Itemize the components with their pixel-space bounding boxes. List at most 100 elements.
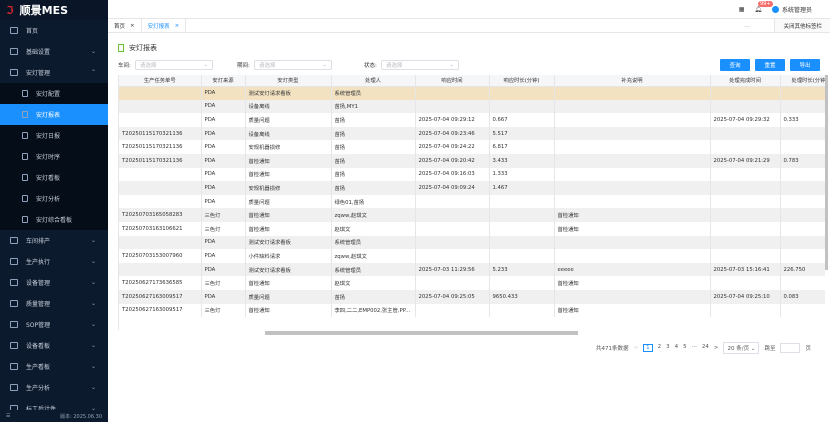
document-icon: [22, 195, 28, 202]
table-row[interactable]: PDA 设备离线 苗扬,MY1: [119, 99, 825, 114]
table-row[interactable]: T20250703153007960 PDA 小件缺料请求 zqww,赵琪文: [119, 249, 825, 263]
period-select[interactable]: 请选择 ⌄: [253, 60, 332, 70]
table-row[interactable]: T20250115170321136 PDA 设备离线 苗扬 2025-07-04 09…: [119, 126, 825, 141]
table-row[interactable]: T20250115170321136 PDA 首检通知 苗扬 2025-07-04 09…: [119, 153, 825, 168]
table-row[interactable]: PDA 测试安灯请求看板 系统管理员: [119, 86, 825, 100]
table-cell: 测试安灯请求看板: [245, 235, 332, 250]
table-cell: 苗扬: [331, 289, 416, 304]
table-cell: [119, 235, 202, 250]
sidebar-item[interactable]: 设备看板 ⌄: [0, 335, 108, 356]
close-icon[interactable]: ×: [130, 22, 135, 29]
sidebar-item[interactable]: 安灯日报: [0, 125, 108, 146]
sidebar-item[interactable]: 首页: [0, 20, 108, 41]
page-size-select[interactable]: 20 条/页 ⌄: [723, 342, 760, 354]
sidebar-item[interactable]: 车间排产 ⌄: [0, 230, 108, 251]
table-row[interactable]: T20250703163106621 三色灯 首检通知 赵琪文 首检通知: [119, 221, 825, 236]
column-header[interactable]: 生产任务单号: [119, 75, 202, 87]
table-row[interactable]: T20250703165058283 三色灯 首检通知 zqww,赵琪文 首检通知: [119, 208, 825, 222]
sidebar-item[interactable]: 安灯综合看板: [0, 209, 108, 230]
chevron-icon: ⌄: [90, 258, 96, 265]
sidebar-item[interactable]: 基础设置 ⌄: [0, 41, 108, 62]
close-others-button[interactable]: 关闭其他标签栏: [774, 19, 830, 32]
table-cell: 绿色01,苗扬: [331, 194, 416, 209]
tabs-more[interactable]: ...: [744, 22, 750, 29]
sidebar-item[interactable]: 生产执行 ⌄: [0, 251, 108, 272]
sidebar-item-label: 设备看板: [26, 343, 51, 350]
table-row[interactable]: T20250115170321136 PDA 安规机器损修 苗扬 2025-07-04 …: [119, 140, 825, 154]
query-button[interactable]: 查询: [720, 59, 750, 71]
menu-icon: [10, 363, 18, 370]
sidebar-item[interactable]: 生产看板 ⌄: [0, 356, 108, 377]
page-button[interactable]: 5: [683, 344, 687, 350]
user-menu[interactable]: 系统管理员: [771, 5, 812, 14]
table-row[interactable]: T20250627163009517 PDA 质量问题 苗扬 2025-07-04 09…: [119, 289, 825, 304]
page-button[interactable]: 3: [666, 344, 670, 350]
workshop-select[interactable]: 请选择 ⌄: [134, 60, 213, 70]
sidebar-item-label: 安灯看板: [36, 175, 61, 182]
sidebar-item[interactable]: 安灯分析: [0, 188, 108, 209]
table-row[interactable]: T20250627163009517 三色灯 首检通知 李四,二二,EMP002,张主…: [119, 303, 825, 318]
column-header[interactable]: 安灯来源: [201, 75, 246, 87]
prev-page-button[interactable]: <: [633, 345, 639, 351]
bell-icon[interactable]: 🔔︎: [754, 5, 762, 13]
tab-andon-report[interactable]: 安灯报表 ×: [142, 18, 187, 33]
menu-icon: [10, 279, 18, 286]
sidebar-item[interactable]: 安灯看板: [0, 167, 108, 188]
table-row[interactable]: PDA 测试安灯请求看板 系统管理员 2025-07-03 11:29:56 5.233…: [119, 262, 825, 277]
table-cell: 首检通知: [245, 276, 332, 290]
table-row[interactable]: PDA 测试安灯请求看板 系统管理员: [119, 235, 825, 250]
column-header[interactable]: 安灯类型: [245, 75, 332, 87]
table-cell: 三色灯: [201, 303, 246, 318]
tab-home[interactable]: 首页 ×: [108, 18, 142, 33]
table-row[interactable]: PDA 质量问题 苗扬 2025-07-04 09:29:12 0.667 2025-07…: [119, 113, 825, 127]
table-row[interactable]: T20250627173636585 三色灯 首检通知 赵琪文 首检通知: [119, 276, 825, 290]
page-button[interactable]: 4: [674, 344, 679, 350]
sidebar-item-label: 设备管理: [26, 280, 51, 287]
sidebar-item[interactable]: 生产分析 ⌄: [0, 377, 108, 398]
table-cell: [489, 99, 555, 114]
sidebar-item[interactable]: 质量管理 ⌄: [0, 293, 108, 314]
sidebar-item[interactable]: 安灯管理 ⌃: [0, 62, 108, 83]
table-cell: [710, 167, 781, 182]
page-button[interactable]: ···: [691, 344, 697, 350]
table-cell: T20250627163009517: [119, 303, 202, 318]
close-icon[interactable]: ×: [174, 22, 180, 29]
table-cell: [710, 221, 781, 236]
page-button[interactable]: 2: [657, 344, 662, 350]
column-header[interactable]: 补充说明: [554, 75, 711, 87]
column-header[interactable]: 响应时长(分钟): [489, 75, 555, 87]
sidebar-item[interactable]: 安灯配置: [0, 83, 108, 104]
status-select[interactable]: 请选择 ⌄: [380, 60, 459, 70]
table-cell: zqww,赵琪文: [331, 249, 416, 263]
vertical-scrollbar[interactable]: [825, 75, 828, 270]
table-cell: 苗扬: [331, 181, 416, 195]
table-cell: PDA: [201, 99, 246, 114]
table-row[interactable]: PDA 质量问题 绿色01,苗扬: [119, 194, 825, 209]
column-header[interactable]: 响应时间: [415, 75, 490, 87]
table-cell: 9650.433: [489, 289, 555, 304]
table-row[interactable]: PDA 首检通知 苗扬 2025-07-04 09:16:03 1.333: [119, 167, 825, 182]
sidebar-item[interactable]: SOP管理 ⌄: [0, 314, 108, 335]
page-button[interactable]: 24: [701, 344, 709, 350]
collapse-icon[interactable]: ☰: [6, 413, 11, 419]
page-button[interactable]: 1: [643, 344, 653, 352]
column-header[interactable]: 处理完成时间: [710, 75, 781, 87]
horizontal-scrollbar[interactable]: [265, 331, 578, 335]
table-cell: [415, 208, 490, 222]
table-cell: [780, 181, 825, 195]
goto-page-input[interactable]: [780, 343, 801, 353]
next-page-button[interactable]: >: [713, 345, 719, 351]
export-button[interactable]: 导出: [790, 59, 820, 71]
fullscreen-icon[interactable]: ▦: [738, 5, 745, 13]
table-cell: 5.517: [489, 126, 555, 141]
sidebar-item[interactable]: 设备管理 ⌄: [0, 272, 108, 293]
chevron-down-icon: ⌄: [322, 62, 327, 68]
reset-button[interactable]: 重置: [755, 59, 785, 71]
table-cell: 首检通知: [554, 208, 711, 222]
table-row[interactable]: PDA 安规机器损修 苗扬 2025-07-04 09:09:24 1.467: [119, 181, 825, 195]
sidebar-item[interactable]: 安灯报表: [0, 104, 108, 125]
column-header[interactable]: 处理时长(分钟): [780, 75, 825, 87]
table-cell: 三色灯: [201, 208, 246, 222]
column-header[interactable]: 处理人: [331, 75, 416, 87]
sidebar-item[interactable]: 安灯时序: [0, 146, 108, 167]
